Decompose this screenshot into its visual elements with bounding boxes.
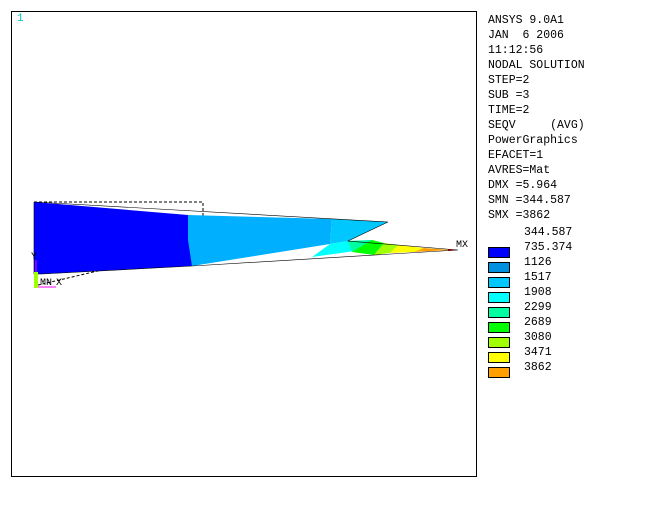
legend-value: 1908 <box>524 286 552 299</box>
legend-value: 1126 <box>524 256 552 269</box>
info-line: JAN 6 2006 <box>488 29 564 42</box>
legend-entry: 1908 <box>488 285 648 303</box>
info-line: SEQV (AVG) <box>488 119 585 132</box>
legend-swatch <box>488 247 510 258</box>
contour-band-yellow-green <box>374 243 398 255</box>
info-line: TIME=2 <box>488 104 530 117</box>
legend-value: 2689 <box>524 316 552 329</box>
legend-swatch <box>488 307 510 318</box>
contour-legend: 344.587 735.374 1126 1517 1908 2299 2689 3080 34… <box>488 225 648 378</box>
legend-swatch <box>488 262 510 273</box>
contour-plot: Y MN X MX <box>31 201 468 289</box>
graphics-viewport[interactable]: 1 Y MN X MX <box>11 11 477 477</box>
legend-value: 344.587 <box>524 226 573 239</box>
legend-swatch <box>488 367 510 378</box>
mx-label: MX <box>456 240 468 251</box>
mn-label: MN <box>40 278 52 289</box>
legend-value: 735.374 <box>524 241 573 254</box>
contour-band-orange <box>414 248 452 252</box>
contour-band-yellow <box>390 245 424 253</box>
legend-entry: 344.587 <box>488 225 648 240</box>
legend-value: 3862 <box>524 361 552 374</box>
contour-band-blue <box>34 202 192 274</box>
info-line: AVRES=Mat <box>488 164 551 177</box>
info-line: EFACET=1 <box>488 149 544 162</box>
info-line: NODAL SOLUTION <box>488 59 585 72</box>
x-axis-label: X <box>56 278 62 289</box>
info-line: DMX =5.964 <box>488 179 558 192</box>
legend-entry: 1517 <box>488 270 648 288</box>
legend-swatch <box>488 292 510 303</box>
info-panel: ANSYS 9.0A1 JAN 6 2006 11:12:56 NODAL SOLUT… <box>488 13 648 223</box>
info-line: STEP=2 <box>488 74 530 87</box>
contour-band-mid-blue <box>188 215 332 266</box>
info-line: ANSYS 9.0A1 <box>488 14 564 27</box>
legend-entry: 735.374 <box>488 240 648 258</box>
legend-entry: 2299 <box>488 300 648 318</box>
info-line: SMN =344.587 <box>488 194 571 207</box>
legend-swatch <box>488 277 510 288</box>
info-line: 11:12:56 <box>488 44 544 57</box>
window-number: 1 <box>17 13 24 25</box>
legend-value: 3080 <box>524 331 552 344</box>
legend-swatch <box>488 337 510 348</box>
y-axis-label: Y <box>31 252 37 263</box>
legend-entry: 3471 <box>488 345 648 363</box>
legend-value: 2299 <box>524 301 552 314</box>
contour-band-green <box>352 240 384 255</box>
info-line: SUB =3 <box>488 89 530 102</box>
legend-entry: 3862 <box>488 360 648 378</box>
legend-swatch <box>488 352 510 363</box>
legend-entry: 2689 <box>488 315 648 333</box>
legend-entry: 3080 <box>488 330 648 348</box>
legend-entry: 1126 <box>488 255 648 273</box>
contour-band-light-blue <box>330 219 388 244</box>
legend-swatch <box>488 322 510 333</box>
legend-value: 3471 <box>524 346 552 359</box>
legend-value: 1517 <box>524 271 552 284</box>
info-line: PowerGraphics <box>488 134 578 147</box>
info-line: SMX =3862 <box>488 209 551 222</box>
